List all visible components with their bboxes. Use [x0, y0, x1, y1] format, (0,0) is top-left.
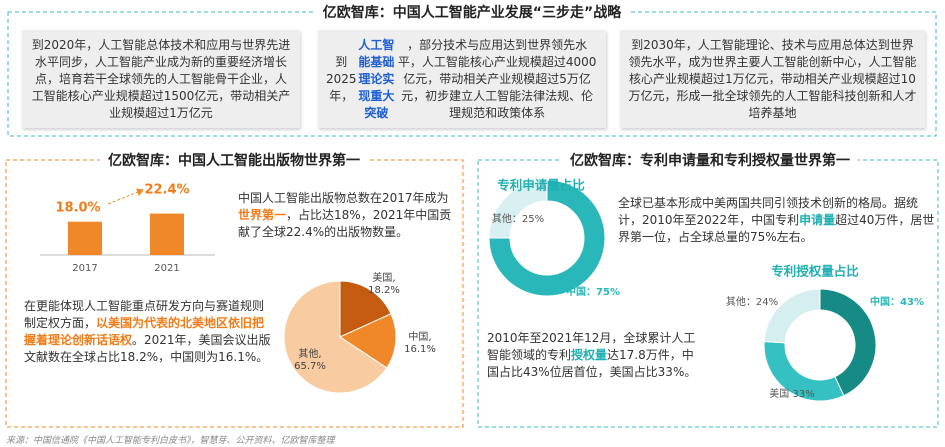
- text-run: ，部分技术与应用达到世界领先水平，人工智能核心产业规模超过4000亿元，带动相关…: [397, 37, 597, 120]
- donut-segment: [488, 179, 548, 239]
- text-run: 在更能体现人工智能重点研发方向与赛道规则制定权方面，: [24, 299, 265, 330]
- donut-segment: [763, 288, 821, 344]
- value-label: 中国：43%: [870, 295, 924, 308]
- donut-segment: [819, 288, 877, 397]
- value-label: 18.0%: [55, 201, 100, 216]
- value-label: 中国, 16.1%: [404, 330, 436, 355]
- text-run: 达17.8万件，中国占比43%位居首位，美国占比33%。: [487, 348, 697, 379]
- chart-title: 专利授权量占比: [771, 264, 859, 279]
- paragraph: 全球已基本形成中美两国共同引领技术创新的格局。据统计，2010年至2022年，中…: [618, 195, 936, 246]
- value-label: 其他：24%: [726, 295, 778, 308]
- panel-title: 亿欧智库：中国人工智能出版物世界第一: [100, 150, 368, 170]
- chart-title: 专利申请量占比: [497, 178, 585, 193]
- source: 来源：中国信通院《中国人工智能专利白皮书》，智慧芽、公开资料、亿欧智库整理: [6, 436, 335, 446]
- value-label: 美国, 18.2%: [368, 271, 400, 296]
- value-label: 其他：25%: [492, 212, 544, 225]
- paragraph: 2010年至2021年12月，全球累计人工智能领域的专利授权量达17.8万件，中…: [487, 330, 702, 381]
- value-label: 美国 33%: [769, 387, 814, 400]
- bar: [68, 221, 102, 255]
- paragraph: 在更能体现人工智能重点研发方向与赛道规则制定权方面，以美国为代表的北美地区依旧把…: [24, 298, 272, 366]
- paragraph: 中国人工智能出版物总数在2017年成为世界第一，占比达18%，2021年中国贡献…: [238, 190, 460, 241]
- x-tick-label: 2017: [72, 263, 97, 274]
- text-run: 到2025年，: [326, 54, 357, 103]
- trend-arrow: [107, 188, 144, 205]
- value-label: 中国：75%: [566, 285, 620, 298]
- stage-box: 到2025年， 人工智能基础理论实现重大突破 ，部分技术与应用达到世界领先水平，人工…: [318, 30, 606, 128]
- donut-segment: [488, 179, 606, 297]
- text-run: ，占比达18%，2021年中国贡献了全球22.4%的出版物数量。: [238, 208, 452, 239]
- text-run: 。2021年，美国会议出版文献数在全球占比18.2%，中国则为16.1%。: [24, 333, 271, 364]
- emphasis-run: 申请量: [799, 213, 836, 227]
- value-label: 其他, 65.7%: [294, 347, 326, 372]
- text-run: 全球已基本形成中美两国共同引领技术创新的格局。据统计，2010年至2022年，中…: [618, 196, 919, 227]
- value-label: 22.4%: [144, 183, 189, 198]
- pie-slice: [339, 280, 392, 338]
- main-title: 亿欧智库：中国人工智能产业发展“三步走”战略: [314, 2, 630, 22]
- emphasis-run: 授权量: [571, 348, 608, 362]
- stage-box: 到2020年，人工智能总体技术和应用与世界先进水平同步，人工智能产业成为新的重要…: [22, 30, 300, 128]
- text-run: 2010年至2021年12月，全球累计人工智能领域的专利: [487, 331, 696, 362]
- emphasis-run: 世界第一: [238, 208, 287, 222]
- x-tick-label: 2021: [154, 263, 179, 274]
- left-frame: [5, 159, 464, 428]
- text-run: 超过40万件，居世界第一位，占全球总量的75%左右。: [618, 213, 935, 244]
- text-run: 到2030年，人工智能理论、技术与应用总体达到世界领先水平，成为世界主要人工智能…: [628, 37, 917, 120]
- text-run: 中国人工智能出版物总数在2017年成为: [238, 191, 449, 205]
- bar: [150, 213, 184, 255]
- pie-slice: [338, 313, 397, 369]
- panel-title: 亿欧智库：专利申请量和专利授权量世界第一: [562, 150, 858, 170]
- stage-box: 到2030年，人工智能理论、技术与应用总体达到世界领先水平，成为世界主要人工智能…: [620, 30, 925, 128]
- emphasis-run: 人工智能基础理论实现重大突破: [358, 37, 395, 120]
- text-run: 到2020年，人工智能总体技术和应用与世界先进水平同步，人工智能产业成为新的重要…: [31, 37, 291, 120]
- emphasis-run: 以美国为代表的北美地区依旧把握着理论创新话语权: [24, 316, 265, 347]
- pie-slice: [283, 280, 388, 394]
